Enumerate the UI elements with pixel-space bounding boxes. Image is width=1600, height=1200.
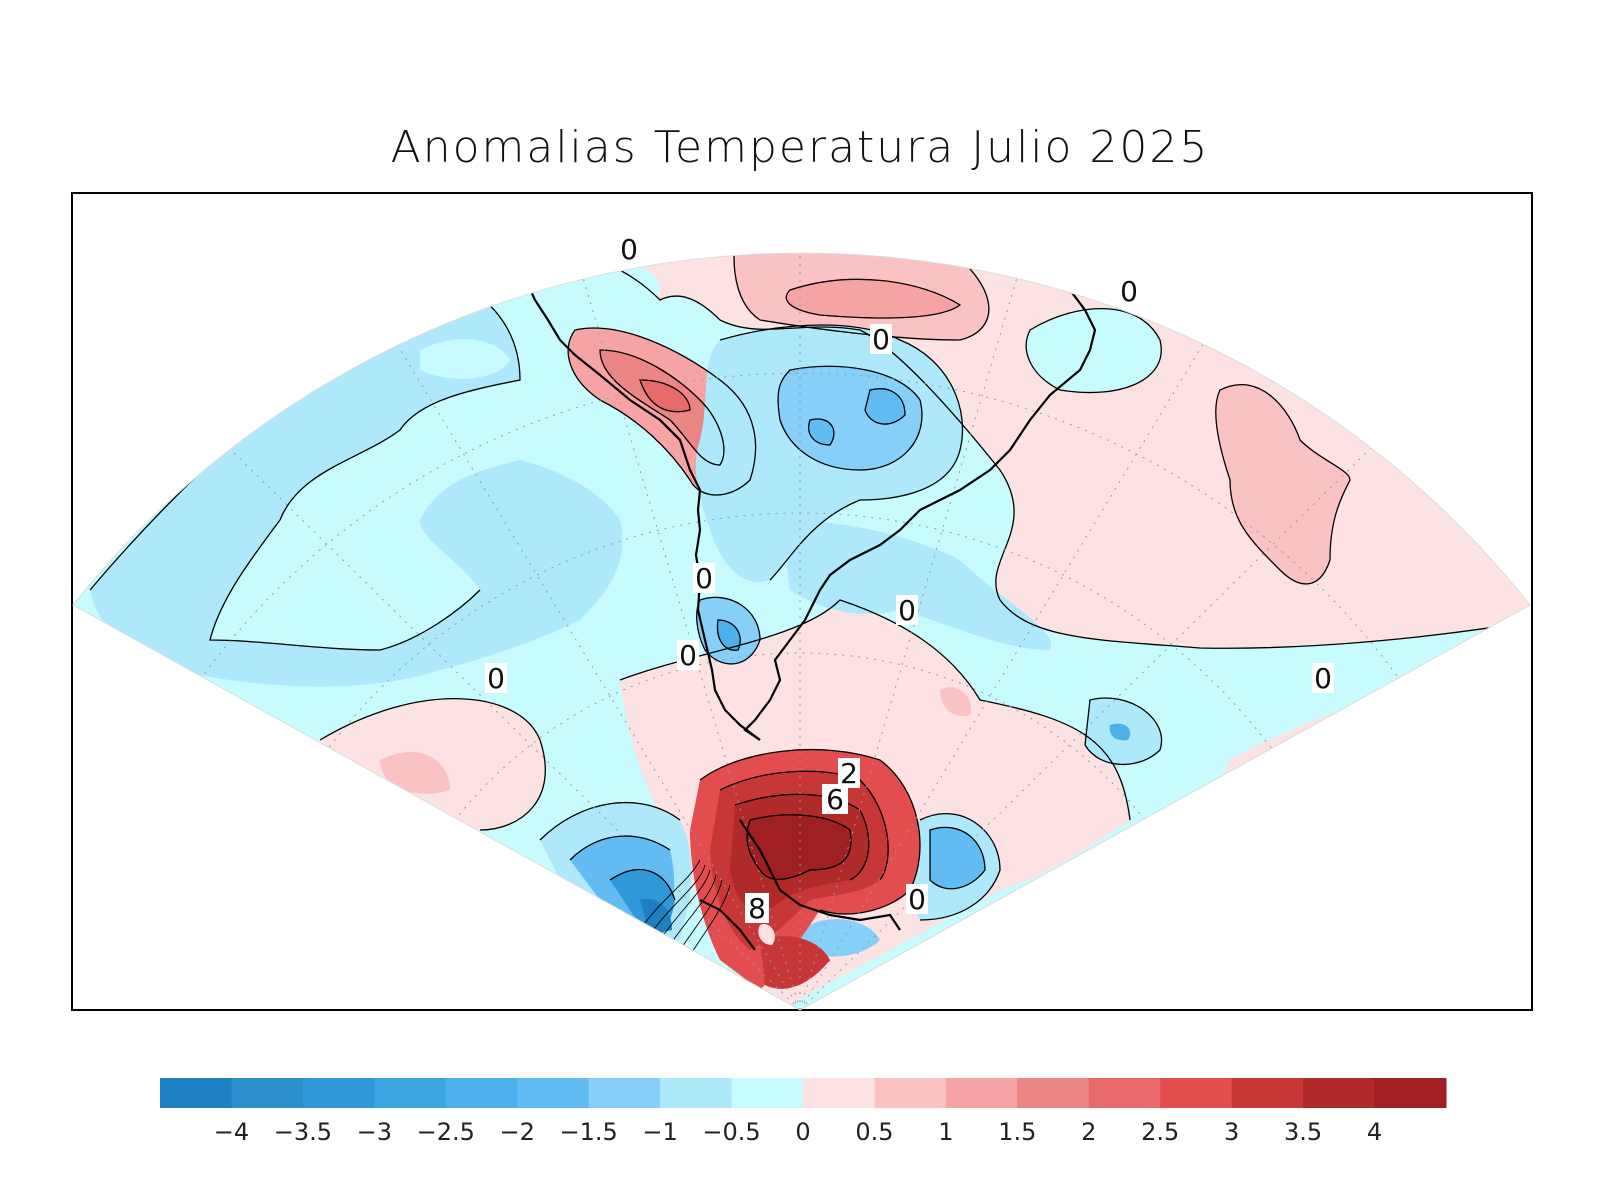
colorbar-swatch bbox=[1303, 1078, 1376, 1108]
sector-outline bbox=[72, 252, 1531, 1011]
svg-text:0: 0 bbox=[872, 323, 890, 356]
colorbar-tick-label: 0 bbox=[795, 1118, 811, 1146]
contour-label: 0 bbox=[618, 233, 640, 266]
colorbar-tick-label: −2 bbox=[499, 1118, 535, 1146]
contour-label: 0 bbox=[1312, 662, 1334, 695]
colorbar-tick-label: 1 bbox=[938, 1118, 954, 1146]
colorbar-tick-label: 2 bbox=[1081, 1118, 1097, 1146]
colorbar-tick-label: −3 bbox=[356, 1118, 393, 1146]
colorbar-swatch bbox=[1017, 1078, 1090, 1108]
contour-label: 0 bbox=[485, 662, 507, 695]
colorbar-swatch bbox=[1374, 1078, 1447, 1108]
svg-text:0: 0 bbox=[695, 562, 713, 595]
contour-label: 0 bbox=[677, 639, 699, 672]
colorbar-tick-label: −1 bbox=[642, 1118, 678, 1146]
colorbar-swatch bbox=[660, 1078, 733, 1108]
colorbar-swatch bbox=[517, 1078, 590, 1108]
colorbar-tick-label: 0.5 bbox=[855, 1118, 894, 1146]
svg-text:0: 0 bbox=[908, 883, 926, 916]
colorbar-tick-label: 2.5 bbox=[1141, 1118, 1180, 1146]
colorbar-swatch bbox=[731, 1078, 804, 1108]
svg-text:0: 0 bbox=[679, 639, 697, 672]
colorbar-tick-label: −4 bbox=[213, 1118, 250, 1146]
colorbar-tick-label: −0.5 bbox=[702, 1118, 761, 1146]
contour-label: 0 bbox=[1118, 275, 1140, 308]
contour-label: 0 bbox=[693, 562, 715, 595]
svg-text:0: 0 bbox=[898, 594, 916, 627]
colorbar-tick-label: 4 bbox=[1366, 1118, 1383, 1146]
colorbar-tick-label: 3 bbox=[1224, 1118, 1240, 1146]
svg-text:0: 0 bbox=[487, 662, 505, 695]
contour-label: 8 bbox=[745, 892, 769, 925]
colorbar-swatch bbox=[874, 1078, 947, 1108]
colorbar-swatch bbox=[588, 1078, 661, 1108]
colorbar-swatch bbox=[1160, 1078, 1233, 1108]
svg-text:6: 6 bbox=[826, 783, 844, 816]
colorbar-tick-label: −2.5 bbox=[416, 1118, 475, 1146]
colorbar-swatch bbox=[160, 1078, 232, 1108]
contour-label: 0 bbox=[896, 594, 918, 627]
colorbar-tick-label: 3.5 bbox=[1284, 1118, 1323, 1146]
contour-label: 2 bbox=[838, 757, 860, 790]
colorbar-tick-label: −1.5 bbox=[559, 1118, 618, 1146]
colorbar-swatch bbox=[803, 1078, 875, 1108]
contour-label: 0 bbox=[870, 323, 892, 356]
colorbar-swatch bbox=[1231, 1078, 1304, 1108]
colorbar bbox=[160, 1078, 1447, 1108]
colorbar-swatch bbox=[445, 1078, 518, 1108]
svg-text:0: 0 bbox=[1120, 275, 1138, 308]
colorbar-swatch bbox=[302, 1078, 375, 1108]
colorbar-swatch bbox=[945, 1078, 1018, 1108]
svg-text:0: 0 bbox=[620, 233, 638, 266]
svg-text:8: 8 bbox=[748, 892, 766, 925]
contour-label: 6 bbox=[822, 783, 848, 816]
colorbar-swatch bbox=[374, 1078, 447, 1108]
svg-text:0: 0 bbox=[1314, 662, 1332, 695]
page-title: Anomalias Temperatura Julio 2025 bbox=[390, 122, 1210, 173]
colorbar-swatch bbox=[231, 1078, 304, 1108]
colorbar-tick-label: −3.5 bbox=[273, 1118, 333, 1146]
colorbar-tick-label: 1.5 bbox=[998, 1118, 1037, 1146]
contour-labels: 0 0 0 0 0 0 0 0 0 2 6 8 bbox=[485, 233, 1334, 925]
colorbar-swatch bbox=[1088, 1078, 1161, 1108]
svg-text:2: 2 bbox=[840, 757, 858, 790]
contour-label: 0 bbox=[906, 883, 928, 916]
